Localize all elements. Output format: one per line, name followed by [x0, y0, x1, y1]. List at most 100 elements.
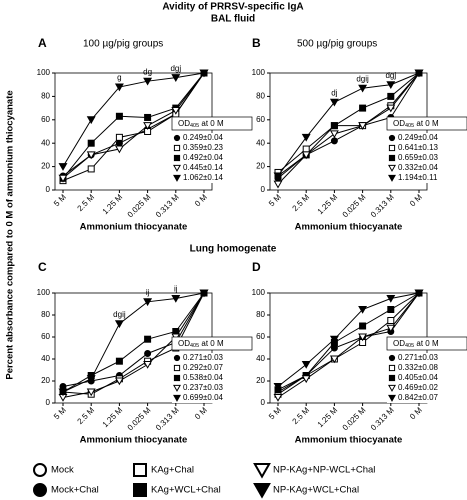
marker — [86, 116, 96, 125]
series-line — [277, 72, 420, 177]
legend-od-label: 0.292±0.07 — [183, 363, 224, 372]
marker — [386, 324, 396, 333]
annotation: dgj — [385, 71, 396, 80]
annotation: dgij — [356, 74, 369, 83]
legend-od-label: 0.699±0.04 — [183, 393, 224, 402]
x-tick-label: 1.25 M — [101, 192, 125, 216]
legend-title-part: 405 — [190, 123, 199, 129]
x-tick-label: 2.5 M — [291, 192, 312, 213]
x-tick-label: 0.313 M — [154, 192, 181, 219]
marker — [144, 350, 152, 357]
y-tick-label: 100 — [252, 288, 266, 297]
legend-title-part: at 0 M — [414, 339, 439, 348]
panel-label: D — [252, 260, 261, 274]
y-tick-label: 60 — [256, 115, 265, 124]
marker — [358, 333, 368, 342]
section-title: Lung homogenate — [190, 244, 277, 255]
legend-title-part: at 0 M — [199, 339, 224, 348]
marker — [414, 69, 424, 78]
marker — [86, 151, 96, 160]
marker — [358, 122, 368, 130]
marker — [388, 144, 396, 152]
marker — [388, 174, 396, 182]
legend-bg — [387, 363, 445, 373]
marker — [273, 172, 283, 181]
legend-od-label: 0.332±0.08 — [398, 363, 439, 372]
legend-bg — [172, 363, 230, 373]
legend-od-label: 0.492±0.04 — [183, 153, 224, 162]
legend-bg — [387, 133, 445, 143]
marker — [171, 74, 181, 82]
marker — [33, 483, 47, 497]
x-tick-label: 1.25 M — [101, 405, 125, 429]
x-tick-label: 0.313 M — [369, 192, 396, 219]
panel-title: 500 µg/pig groups — [297, 39, 377, 50]
marker — [173, 364, 181, 372]
series-line — [277, 72, 420, 185]
panel-label: C — [38, 260, 47, 274]
y-tick-label: 80 — [256, 92, 265, 101]
marker — [273, 180, 283, 189]
panel-title: 100 µg/pig groups — [83, 39, 163, 50]
legend-bg — [387, 353, 445, 363]
legend-label: KAg+Chal — [151, 465, 194, 476]
series-line — [62, 292, 205, 398]
marker — [388, 364, 396, 372]
legend-title-box — [386, 116, 467, 131]
legend-bg — [172, 353, 230, 363]
marker — [144, 113, 152, 121]
marker — [387, 317, 395, 324]
marker — [114, 377, 124, 386]
marker — [386, 81, 396, 90]
marker — [173, 144, 181, 152]
marker — [388, 384, 396, 392]
annotation: ij — [146, 288, 150, 297]
panel-label: B — [252, 36, 261, 50]
legend-title-part: 405 — [405, 343, 414, 349]
marker — [143, 122, 153, 130]
x-tick-label: 0.025 M — [341, 192, 368, 219]
annotation: dj — [331, 88, 337, 97]
marker — [87, 165, 95, 173]
y-tick-label: 0 — [261, 398, 266, 407]
legend-bg — [172, 383, 230, 393]
x-tick-label: 1.25 M — [316, 192, 340, 216]
marker — [330, 137, 338, 145]
x-tick-label: 0.313 M — [154, 405, 181, 432]
x-axis-label: Ammonium thiocyanate — [295, 222, 403, 233]
legend-bg — [172, 373, 230, 383]
legend-bg — [387, 383, 445, 393]
legend-od-label: 0.249±0.04 — [183, 133, 224, 142]
marker — [359, 104, 367, 112]
marker — [329, 130, 339, 139]
x-tick-label: 0.025 M — [341, 405, 368, 432]
marker — [388, 374, 396, 382]
section-title: BAL fluid — [211, 14, 255, 25]
legend-od-label: 1.194±0.11 — [398, 173, 438, 182]
legend-label: KAg+WCL+Chal — [151, 485, 221, 496]
legend-title-box — [171, 116, 253, 131]
y-tick-label: 60 — [41, 332, 50, 341]
y-tick-label: 60 — [41, 115, 50, 124]
marker — [302, 145, 310, 153]
marker — [329, 355, 339, 364]
marker — [199, 289, 209, 298]
marker — [173, 394, 181, 402]
marker — [387, 92, 395, 100]
series-line — [62, 72, 205, 179]
marker — [171, 295, 181, 303]
legend-title-part: at 0 M — [414, 119, 439, 128]
legend-label: NP-KAg+WCL+Chal — [273, 485, 359, 496]
legend-od-label: 0.359±0.23 — [183, 143, 224, 152]
marker — [273, 394, 283, 402]
y-tick-label: 40 — [256, 354, 265, 363]
marker — [301, 375, 311, 384]
marker — [388, 134, 396, 142]
y-tick-label: 100 — [37, 68, 51, 77]
x-tick-label: 0.025 M — [126, 405, 153, 432]
legend-title-part: OD — [393, 119, 405, 128]
series-line — [277, 292, 420, 391]
y-tick-label: 80 — [41, 310, 50, 319]
x-tick-label: 2.5 M — [76, 192, 97, 213]
legend-bg — [172, 173, 230, 183]
